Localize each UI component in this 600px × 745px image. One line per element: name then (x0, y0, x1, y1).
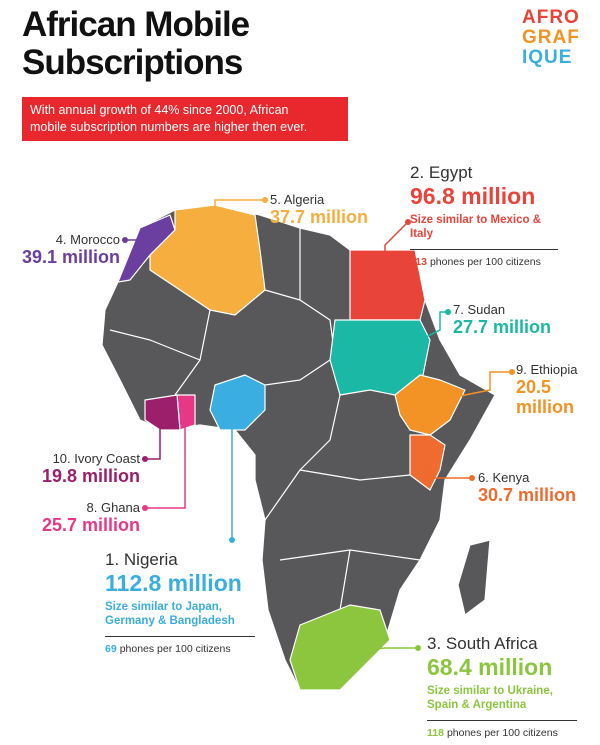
leader-dot (142, 456, 148, 462)
country-value: 68.4 million (427, 654, 553, 680)
size-note: Size similar to Japan, Germany & Banglad… (105, 601, 235, 627)
phones: 69 phones per 100 citizens (105, 636, 255, 655)
country-shape (209, 374, 266, 431)
country-shape (144, 394, 181, 431)
subtitle-line: mobile subscription numbers are higher t… (30, 120, 308, 134)
country-shape (349, 249, 426, 321)
leader-dot (445, 309, 451, 315)
leader-dot (405, 219, 411, 225)
phones-number: 69 (105, 643, 117, 655)
country-value: 20.5 million (516, 377, 574, 417)
callout: 8. Ghana 25.7 million (20, 500, 140, 535)
country-label: 8. Ghana (86, 500, 141, 515)
country-shape (409, 434, 446, 491)
leader-dot (415, 645, 421, 651)
callout: 2. Egypt 96.8 million Size similar to Mexi… (410, 163, 558, 268)
logo-line: IQUE (522, 47, 573, 68)
subtitle: With annual growth of 44% since 2000, Af… (22, 97, 348, 141)
country-value: 27.7 million (453, 317, 552, 337)
callout: 4. Morocco 39.1 million (14, 232, 120, 267)
leader (145, 410, 186, 509)
title-line: African Mobile (22, 5, 250, 44)
border (264, 359, 331, 386)
callout: 3. South Africa 68.4 million Size similar … (427, 634, 577, 739)
border (299, 469, 411, 481)
logo-line: AFRO (522, 7, 580, 28)
phones: 113 phones per 100 citizens (410, 249, 558, 268)
phones: 118 phones per 100 citizens (427, 720, 577, 739)
country-label: 6. Kenya (478, 470, 530, 485)
country-value: 19.8 million (41, 466, 140, 486)
leader (384, 221, 409, 262)
callout: 9. Ethiopia 20.5 million (516, 362, 586, 417)
size-note: Size similar to Mexico & Italy (410, 214, 542, 240)
country-label: 2. Egypt (410, 163, 473, 182)
country-label: 9. Ethiopia (516, 362, 578, 377)
country-shape (394, 374, 466, 436)
border (339, 549, 351, 611)
country-value: 37.7 million (270, 207, 369, 227)
title: African Mobile Subscriptions (22, 5, 250, 82)
title-line: Subscriptions (22, 43, 243, 82)
leader (364, 647, 418, 651)
leader (125, 239, 151, 253)
country-label: 4. Morocco (55, 232, 120, 247)
phones-text: phones per 100 citizens (446, 727, 558, 739)
leader-dot (509, 369, 515, 375)
country-shape (149, 204, 266, 316)
phones-number: 113 (410, 256, 427, 268)
callout: 10. Ivory Coast 19.8 million (20, 451, 140, 486)
country-value: 96.8 million (410, 183, 536, 209)
logo: AFRO GRAF IQUE (522, 8, 580, 68)
country-label: 10. Ivory Coast (52, 451, 140, 466)
leader-dot (262, 197, 268, 203)
country-value: 25.7 million (41, 515, 140, 535)
leader (439, 371, 512, 401)
leader-dot (229, 537, 235, 543)
leader (429, 462, 472, 479)
country-shape (289, 604, 391, 691)
leader-dot (122, 237, 128, 243)
border (109, 329, 201, 361)
madagascar (457, 539, 491, 616)
phones-text: phones per 100 citizens (429, 256, 541, 268)
size-note: Size similar to Ukraine, Spain & Argenti… (427, 685, 553, 711)
callout: 7. Sudan 27.7 million (453, 302, 551, 337)
subtitle-line: With annual growth of 44% since 2000, Af… (30, 103, 289, 117)
callout: 1. Nigeria 112.8 million Size similar to J… (105, 550, 255, 655)
leader (214, 199, 265, 232)
country-value: 112.8 million (105, 570, 242, 596)
leader (399, 311, 448, 351)
country-label: 7. Sudan (453, 302, 506, 317)
country-value: 30.7 million (478, 485, 577, 505)
phones-number: 118 (427, 727, 444, 739)
callout: 5. Algeria 37.7 million (270, 192, 368, 227)
leader (145, 420, 161, 460)
leader-dot (142, 505, 148, 511)
phones-text: phones per 100 citizens (119, 643, 231, 655)
country-label: 1. Nigeria (105, 550, 178, 569)
country-value: 39.1 million (21, 247, 120, 267)
country-label: 3. South Africa (427, 634, 538, 653)
logo-line: GRAF (522, 27, 580, 48)
country-label: 5. Algeria (270, 192, 325, 207)
callout: 6. Kenya 30.7 million (478, 470, 576, 505)
leader-dot (469, 475, 475, 481)
